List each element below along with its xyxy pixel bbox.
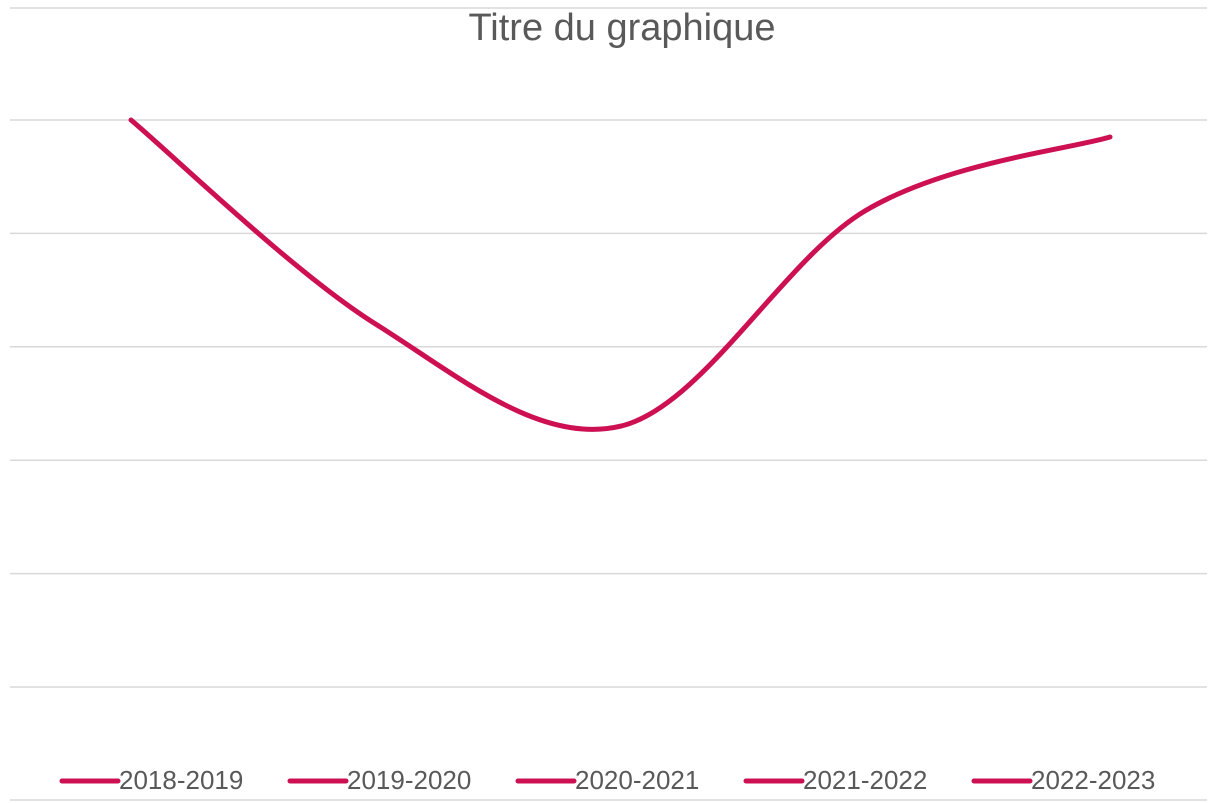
chart-title: Titre du graphique (468, 7, 775, 49)
legend-label: 2018-2019 (119, 765, 243, 795)
legend-label: 2020-2021 (575, 765, 699, 795)
legend-label: 2022-2023 (1031, 765, 1155, 795)
legend-label: 2021-2022 (803, 765, 927, 795)
legend-label: 2019-2020 (347, 765, 471, 795)
data-line (128, 117, 1113, 432)
